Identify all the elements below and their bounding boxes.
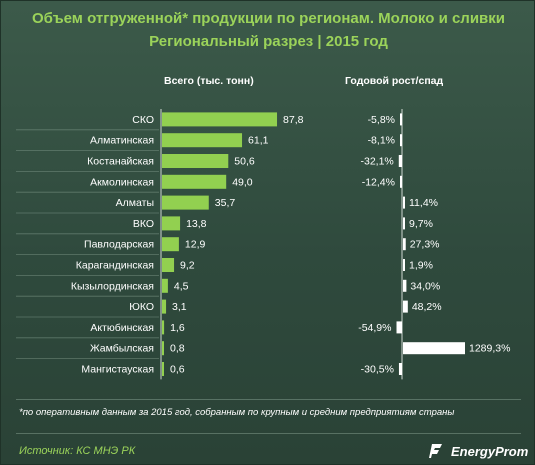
category-label: Костанайская <box>87 156 154 168</box>
footer-divider <box>16 399 521 400</box>
volume-value-label: 3,1 <box>172 301 187 313</box>
growth-bar <box>398 155 402 167</box>
volume-value-label: 35,7 <box>215 197 236 209</box>
growth-value-label: 48,2% <box>412 301 442 313</box>
growth-bar <box>400 113 402 126</box>
growth-bar <box>403 300 408 313</box>
category-label: Жамбылская <box>90 343 154 355</box>
category-label: Мангистауская <box>81 364 154 376</box>
category-label: Карагандинская <box>76 260 154 272</box>
volume-value-label: 61,1 <box>248 135 269 147</box>
source-note: Источник: КС МНЭ РК <box>19 445 136 457</box>
volume-bar <box>162 112 278 127</box>
volume-value-label: 4,5 <box>174 280 189 292</box>
growth-value-label: -5,8% <box>368 114 395 126</box>
growth-bar <box>398 363 402 375</box>
category-label: Актюбинская <box>90 322 154 334</box>
growth-bar <box>396 321 402 334</box>
chart-subtitle: Региональный разрез | 2015 год <box>149 33 388 50</box>
volume-bar <box>162 133 243 148</box>
volume-value-label: 87,8 <box>283 114 304 126</box>
volume-value-label: 9,2 <box>180 260 195 272</box>
growth-value-label: 9,7% <box>409 218 433 230</box>
category-label: Алматинская <box>90 135 154 147</box>
growth-bar <box>403 279 407 292</box>
logo-icon <box>429 444 442 458</box>
volume-value-label: 12,9 <box>185 239 206 251</box>
category-label: Кызылординская <box>71 280 154 292</box>
volume-bar <box>162 258 175 272</box>
bar-chart: СКО 87,8 -5,8% Алматинская 61,1 -8,1% Костанай… <box>16 109 510 380</box>
energyprom-logo: EnergyProm <box>429 441 528 461</box>
growth-column-header: Годовой рост/спад <box>345 75 444 87</box>
growth-value-label: 11,4% <box>409 197 438 209</box>
volume-bar <box>162 174 227 189</box>
category-label: ЮКО <box>129 301 154 313</box>
source-divider <box>16 433 521 434</box>
logo-text: EnergyProm <box>451 443 529 459</box>
growth-value-label: -54,9% <box>358 322 391 334</box>
category-label: Павлодарская <box>84 239 154 251</box>
growth-value-label: 1289,3% <box>469 343 510 355</box>
volume-bar <box>162 195 209 210</box>
growth-value-label: 27,3% <box>410 239 440 251</box>
growth-value-label: 1,9% <box>409 260 433 272</box>
category-label: Алматы <box>116 197 154 209</box>
volume-bar <box>162 362 164 376</box>
volume-value-label: 13,8 <box>186 218 207 230</box>
volume-bar <box>162 278 168 293</box>
growth-value-label: -12,4% <box>362 176 395 188</box>
category-label: Акмолинская <box>90 176 154 188</box>
growth-value-label: -30,5% <box>361 364 394 376</box>
growth-value-label: -32,1% <box>361 156 394 168</box>
volume-bar <box>162 341 164 356</box>
growth-bar <box>403 238 406 251</box>
growth-bar <box>400 134 402 147</box>
growth-bar <box>403 217 405 230</box>
chart-title: Объем отгруженной* продукции по регионам… <box>31 10 506 27</box>
volume-value-label: 49,0 <box>232 176 253 188</box>
growth-value-label: -8,1% <box>368 135 395 147</box>
footnote: *по оперативным данным за 2015 год, собр… <box>19 407 455 418</box>
volume-bar <box>162 299 167 314</box>
volume-value-label: 0,8 <box>170 343 185 355</box>
category-label: ВКО <box>133 218 154 230</box>
growth-bar <box>403 342 465 355</box>
volume-bar <box>162 216 181 231</box>
category-label: СКО <box>132 114 154 126</box>
volume-column-header: Всего (тыс. тонн) <box>164 75 254 87</box>
volume-bar <box>162 320 165 335</box>
volume-bar <box>162 237 179 252</box>
volume-value-label: 0,6 <box>170 364 185 376</box>
volume-value-label: 50,6 <box>234 156 255 168</box>
volume-value-label: 1,6 <box>170 322 185 334</box>
growth-bar <box>400 175 402 188</box>
growth-bar <box>403 196 405 209</box>
growth-value-label: 34,0% <box>410 280 440 292</box>
volume-bar <box>162 154 229 168</box>
growth-bar <box>403 259 405 271</box>
